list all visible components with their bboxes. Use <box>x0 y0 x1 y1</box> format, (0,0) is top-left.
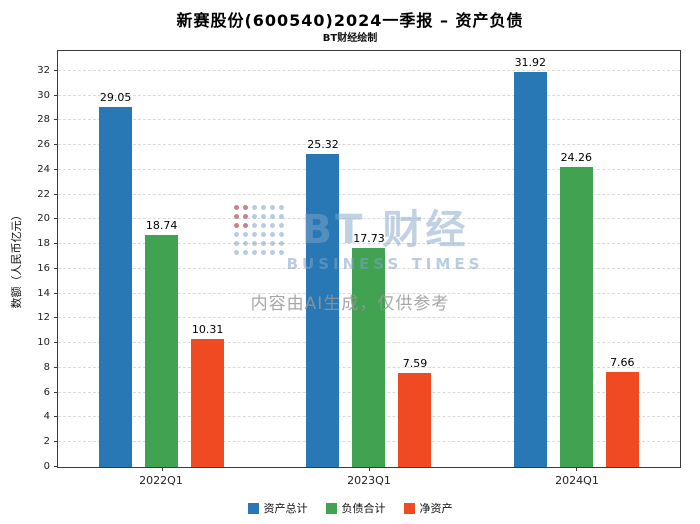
bar-value-label: 25.32 <box>307 137 339 151</box>
bar-value-label: 18.74 <box>145 218 178 232</box>
gridline <box>58 94 680 96</box>
y-tick-label: 16 <box>37 262 50 274</box>
bar-value-label: 31.92 <box>514 55 547 69</box>
y-tick-label: 28 <box>37 114 50 126</box>
bar-value-label: 24.26 <box>560 150 593 164</box>
x-tick-mark <box>369 467 370 471</box>
y-tick-mark <box>54 168 58 170</box>
y-tick-label: 2 <box>43 436 50 448</box>
y-tick-mark <box>54 317 58 319</box>
legend-item: 负债合计 <box>325 500 386 516</box>
y-tick-label: 14 <box>37 287 50 299</box>
x-tick-mark <box>576 467 578 471</box>
y-tick-mark <box>54 342 58 344</box>
y-tick-label: 20 <box>37 213 50 225</box>
bar: 31.92 <box>513 56 547 467</box>
gridline <box>58 119 680 121</box>
y-tick-mark <box>54 391 58 393</box>
y-tick-mark <box>54 193 58 195</box>
legend-item: 净资产 <box>403 500 453 516</box>
y-tick-label: 8 <box>43 361 50 373</box>
y-tick-label: 26 <box>37 139 50 151</box>
legend: 资产总计 负债合计 净资产 <box>0 500 700 516</box>
bar: 24.26 <box>559 151 593 467</box>
chart-subtitle: BT财经绘制 <box>322 33 378 44</box>
bar-value-label: 17.73 <box>353 231 385 245</box>
x-tick-label: 2022Q1 <box>139 474 183 487</box>
legend-swatch <box>325 502 337 514</box>
legend-item: 资产总计 <box>247 500 308 516</box>
y-tick-label: 6 <box>43 386 50 398</box>
bar: 7.66 <box>605 356 639 467</box>
y-tick-label: 32 <box>37 64 50 76</box>
bar-group: 31.92 24.26 7.66 <box>473 51 680 467</box>
gridline <box>58 193 680 195</box>
bar-value-label: 10.31 <box>191 323 224 337</box>
y-tick-mark <box>54 441 58 443</box>
bar: 29.05 <box>99 91 133 467</box>
bar-group: 29.05 18.74 10.31 <box>58 51 265 467</box>
y-tick-mark <box>54 416 58 418</box>
y-tick-mark <box>54 94 58 96</box>
bar: 18.74 <box>145 219 179 467</box>
y-tick-label: 0 <box>43 461 50 472</box>
y-tick-label: 24 <box>37 163 50 175</box>
plot-area: 0 2 4 6 8 10 12 14 16 18 20 22 24 26 28 30 32 29.05 18.74 1… <box>37 50 681 472</box>
y-tick-mark <box>54 119 58 121</box>
y-tick-label: 10 <box>37 337 50 349</box>
x-tick-label: 2023Q1 <box>347 474 391 487</box>
y-tick-label: 30 <box>37 89 50 101</box>
y-tick-label: 22 <box>37 188 50 200</box>
gridline <box>58 243 680 245</box>
y-tick-mark <box>54 267 58 269</box>
bar-value-label: 29.05 <box>99 91 132 105</box>
bar-group: 25.32 17.73 7.59 <box>265 51 472 467</box>
y-tick-mark <box>54 144 58 146</box>
bar-value-label: 7.66 <box>610 356 635 370</box>
y-axis-label: 数额（人民币亿元） <box>10 209 23 309</box>
chart-title: 新赛股份(600540)2024一季报 – 资产负债 <box>176 11 524 30</box>
y-tick-mark <box>54 466 58 467</box>
legend-label: 资产总计 <box>263 502 308 515</box>
bar: 17.73 <box>352 232 386 467</box>
x-tick-mark <box>161 467 163 471</box>
gridline <box>58 144 680 146</box>
legend-swatch <box>403 502 415 514</box>
y-tick-mark <box>54 69 58 71</box>
bar-value-label: 7.59 <box>402 357 428 371</box>
y-tick-label: 18 <box>37 238 50 250</box>
y-tick-mark <box>54 218 58 220</box>
gridline <box>58 218 680 220</box>
y-tick-label: 12 <box>37 312 50 324</box>
bar: 10.31 <box>191 323 225 467</box>
y-tick-mark <box>54 243 58 245</box>
x-tick-label: 2024Q1 <box>555 474 599 487</box>
bar: 7.59 <box>398 357 432 467</box>
bar-groups: 29.05 18.74 10.31 25.32 17.73 7.59 31.92 24.26 7… <box>58 51 680 467</box>
legend-label: 净资产 <box>419 502 453 515</box>
y-tick-mark <box>54 366 58 368</box>
x-axis-labels: 2022Q1 2023Q1 2024Q1 <box>57 474 681 490</box>
legend-swatch <box>247 502 259 514</box>
y-tick-mark <box>54 292 58 294</box>
gridline <box>58 168 680 170</box>
gridline <box>58 69 680 71</box>
legend-label: 负债合计 <box>341 502 386 515</box>
bar: 25.32 <box>306 138 340 467</box>
y-tick-label: 4 <box>43 411 50 423</box>
